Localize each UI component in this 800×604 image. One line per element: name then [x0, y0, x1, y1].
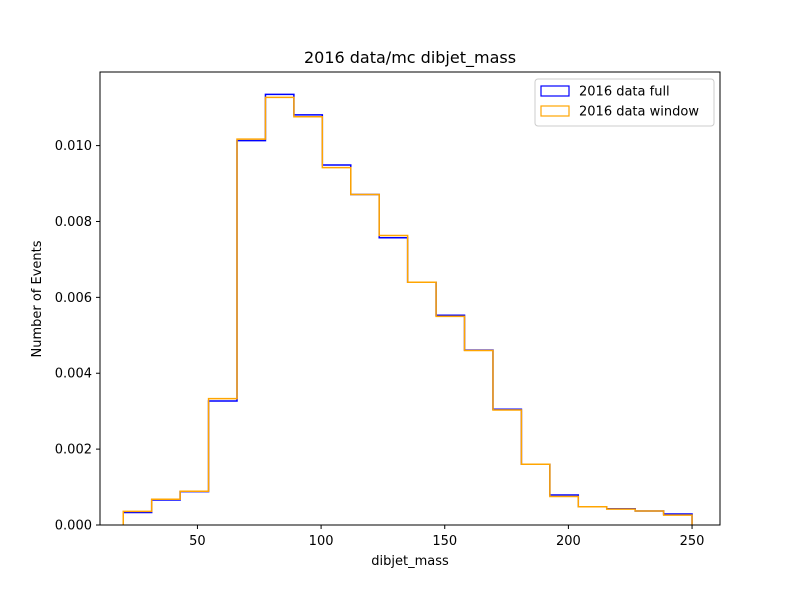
x-tick-label: 100: [309, 534, 334, 549]
x-axis-label: dibjet_mass: [371, 554, 449, 569]
y-tick-label: 0.004: [55, 367, 92, 382]
x-tick-label: 150: [432, 534, 457, 549]
axes-frame: [99, 71, 721, 526]
y-tick-label: 0.008: [55, 215, 92, 230]
y-tick-label: 0.006: [55, 291, 92, 306]
y-tick-label: 0.010: [55, 139, 92, 154]
legend-label: 2016 data full: [579, 85, 670, 100]
x-tick-label: 200: [556, 534, 581, 549]
legend-swatch: [540, 105, 570, 117]
x-tick-label: 50: [189, 534, 206, 549]
series-2-step-line: [122, 96, 693, 525]
legend-box: [534, 78, 715, 127]
legend-swatch: [540, 85, 570, 97]
y-tick-label: 0.000: [55, 519, 92, 534]
plot-area: 50 100 150 200 250 0.000 0.002 0.004 0.006 0.008 0…: [55, 71, 721, 549]
legend: 2016 data full 2016 data window: [534, 78, 715, 127]
y-axis-label: Number of Events: [30, 240, 45, 357]
legend-label: 2016 data window: [579, 105, 699, 120]
x-tick-label: 250: [680, 534, 705, 549]
chart-title: 2016 data/mc dibjet_mass: [304, 48, 516, 68]
y-tick-label: 0.002: [55, 443, 92, 458]
